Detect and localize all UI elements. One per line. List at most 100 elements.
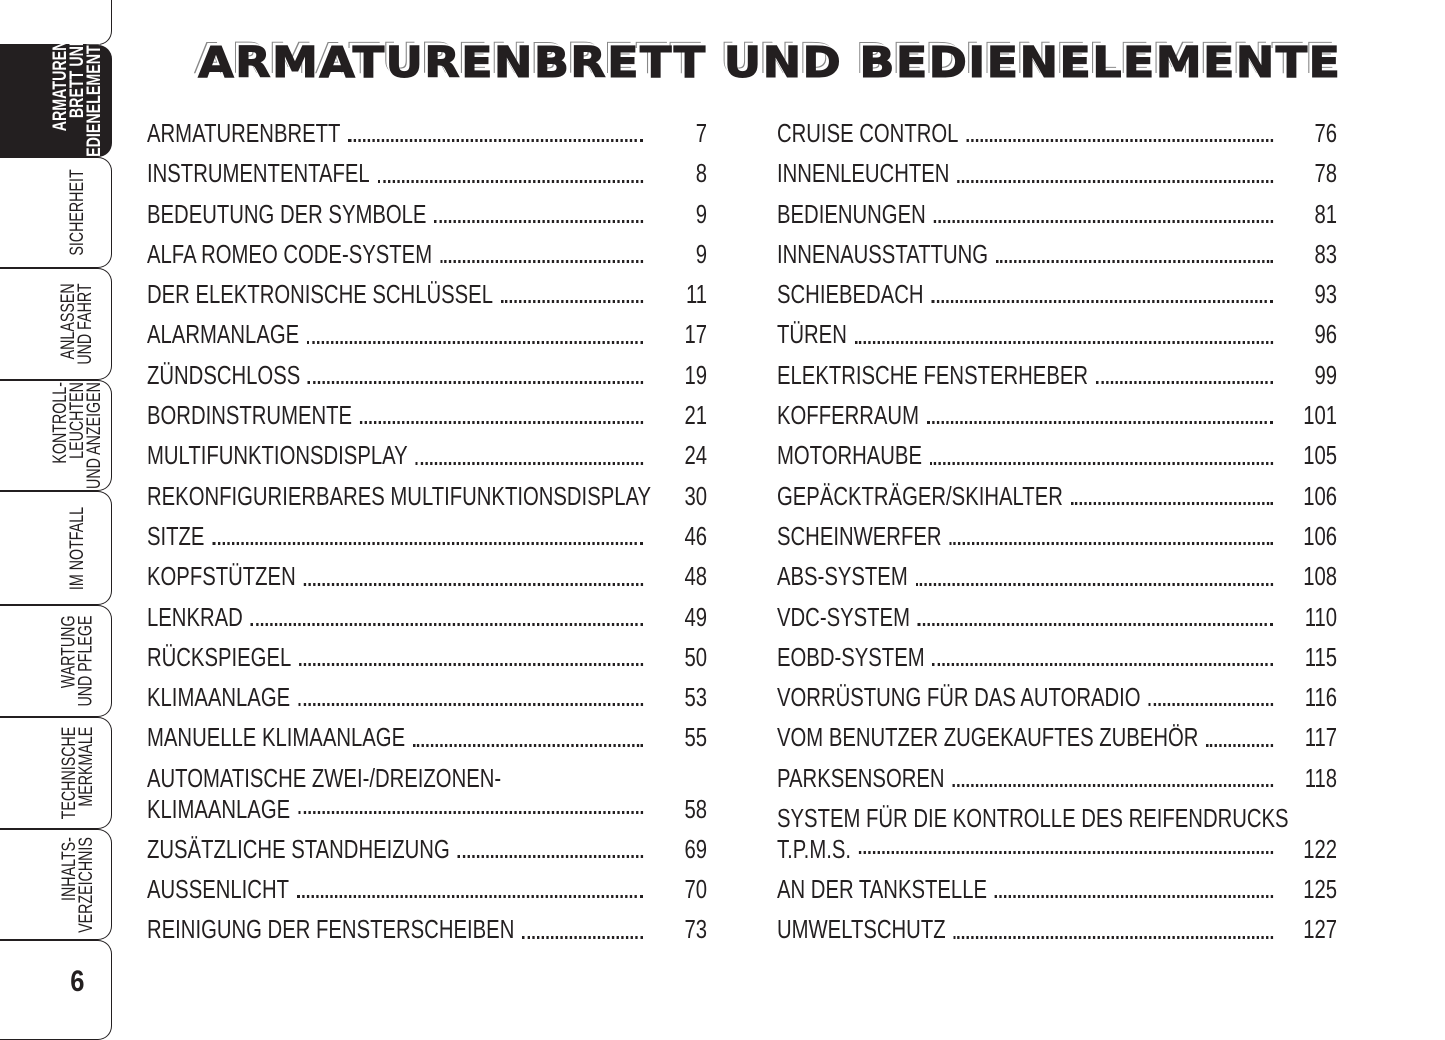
toc-entry-title: DER ELEKTRONISCHE SCHLÜSSEL xyxy=(147,279,493,310)
toc-entry[interactable]: SYSTEM FÜR DIE KONTROLLE DES REIFENDRUCK… xyxy=(777,798,1337,869)
toc-entry[interactable]: ABS-SYSTEM 108 xyxy=(777,556,1337,596)
toc-entry-title-cont: T.P.M.S. xyxy=(777,834,852,865)
toc-entry[interactable]: AUTOMATISCHE ZWEI-/DREIZONEN- KLIMAANLAGE… xyxy=(147,758,707,829)
toc-entry[interactable]: UMWELTSCHUTZ 127 xyxy=(777,909,1337,949)
toc-entry-page: 7 xyxy=(695,118,708,148)
toc-entry[interactable]: INSTRUMENTENTAFEL 8 xyxy=(147,153,707,193)
dot-leader xyxy=(296,895,644,899)
toc-entry[interactable]: LENKRAD 49 xyxy=(147,597,707,637)
toc-entry[interactable]: ARMATURENBRETT 7 xyxy=(147,113,707,153)
tab-label: KONTROLL- LEUCHTEN UND ANZEIGEN xyxy=(50,382,105,489)
toc-entry-title: INNENAUSSTATTUNG xyxy=(777,238,989,269)
toc-entry[interactable]: VOM BENUTZER ZUGEKAUFTES ZUBEHÖR 117 xyxy=(777,717,1337,757)
toc-entry[interactable]: ZUSÄTZLICHE STANDHEIZUNG 69 xyxy=(147,829,707,869)
toc-entry-title: ZÜNDSCHLOSS xyxy=(147,359,301,390)
toc-entry[interactable]: KOFFERRAUM 101 xyxy=(777,395,1337,435)
toc-entry[interactable]: AN DER TANKSTELLE 125 xyxy=(777,869,1337,909)
toc-entry-title: AUSSENLICHT xyxy=(147,874,289,905)
dot-leader xyxy=(308,381,644,385)
toc-entry[interactable]: MANUELLE KLIMAANLAGE 55 xyxy=(147,717,707,757)
dot-leader xyxy=(1095,381,1274,385)
dot-leader xyxy=(303,582,644,586)
dot-leader xyxy=(1148,703,1274,707)
dot-leader xyxy=(415,461,644,465)
toc-entry[interactable]: BEDIENUNGEN 81 xyxy=(777,194,1337,234)
tab-section-2[interactable]: SICHERHEIT xyxy=(0,157,112,268)
toc-entry[interactable]: ALFA ROMEO CODE-SYSTEM 9 xyxy=(147,234,707,274)
tab-section-4[interactable]: KONTROLL- LEUCHTEN UND ANZEIGEN xyxy=(0,380,112,491)
toc-entry[interactable]: INNENAUSSTATTUNG 83 xyxy=(777,234,1337,274)
dot-leader xyxy=(854,340,1274,344)
dot-leader xyxy=(915,582,1274,586)
toc-entry[interactable]: ZÜNDSCHLOSS 19 xyxy=(147,355,707,395)
dot-leader xyxy=(858,851,1274,855)
toc-entry[interactable]: TÜREN 96 xyxy=(777,314,1337,354)
tab-section-1[interactable]: ARMATUREN- BRETT UND BEDIENELEMENTE xyxy=(0,35,112,167)
toc-entry[interactable]: GEPÄCKTRÄGER/SKIHALTER 106 xyxy=(777,476,1337,516)
toc-entry[interactable]: KLIMAANLAGE 53 xyxy=(147,677,707,717)
tab-section-3[interactable]: ANLASSEN UND FAHRT xyxy=(0,268,112,380)
tab-label: INHALTS- VERZEICHNIS xyxy=(58,836,97,933)
tab-label: IM NOTFALL xyxy=(66,506,88,590)
toc-entry-page: 106 xyxy=(1303,480,1338,511)
toc-entry[interactable]: SCHEINWERFER 106 xyxy=(777,516,1337,556)
dot-leader xyxy=(297,810,644,814)
toc-entry-page: 116 xyxy=(1304,682,1338,713)
toc-entry-page: 9 xyxy=(695,198,708,229)
toc-entry[interactable]: REKONFIGURIERBARES MULTIFUNKTIONSDISPLAY… xyxy=(147,476,707,516)
toc-entry-page: 93 xyxy=(1314,279,1338,310)
tab-section-6[interactable]: WARTUNG UND PFLEGE xyxy=(0,605,112,717)
toc-entry-title: LENKRAD xyxy=(147,601,243,632)
toc-entry-page: 83 xyxy=(1314,238,1338,269)
toc-entry[interactable]: VDC-SYSTEM 110 xyxy=(777,597,1337,637)
toc-entry-page: 96 xyxy=(1314,319,1338,350)
toc-entry[interactable]: KOPFSTÜTZEN 48 xyxy=(147,556,707,596)
toc-entry[interactable]: VORRÜSTUNG FÜR DAS AUTORADIO 116 xyxy=(777,677,1337,717)
toc-entry-page: 127 xyxy=(1303,914,1338,945)
toc-entry[interactable]: SCHIEBEDACH 93 xyxy=(777,274,1337,314)
toc-entry[interactable]: MULTIFUNKTIONSDISPLAY 24 xyxy=(147,435,707,475)
toc-entry[interactable]: RÜCKSPIEGEL 50 xyxy=(147,637,707,677)
toc-entry-page: 17 xyxy=(684,319,708,350)
tab-section-8[interactable]: INHALTS- VERZEICHNIS xyxy=(0,829,112,940)
toc-right-column: CRUISE CONTROL 76 INNENLEUCHTEN 78 BEDIENUNG… xyxy=(777,113,1337,950)
toc-entry-page: 122 xyxy=(1303,834,1338,865)
toc-entry-title: VOM BENUTZER ZUGEKAUFTES ZUBEHÖR xyxy=(777,722,1199,753)
toc-entry-title: REKONFIGURIERBARES MULTIFUNKTIONSDISPLAY xyxy=(147,480,652,511)
toc-entry-page: 115 xyxy=(1304,641,1338,672)
toc-entry[interactable]: BORDINSTRUMENTE 21 xyxy=(147,395,707,435)
toc-entry[interactable]: BEDEUTUNG DER SYMBOLE 9 xyxy=(147,194,707,234)
toc-entry-page: 49 xyxy=(684,601,708,632)
toc-entry-title: ARMATURENBRETT xyxy=(147,118,341,148)
toc-entry-title: VDC-SYSTEM xyxy=(777,601,910,632)
toc-entry[interactable]: CRUISE CONTROL 76 xyxy=(777,113,1337,153)
toc-entry-title: KOFFERRAUM xyxy=(777,400,919,431)
toc-entry[interactable]: SITZE 46 xyxy=(147,516,707,556)
toc-entry-page: 76 xyxy=(1314,118,1338,148)
toc-entry[interactable]: ALARMANLAGE 17 xyxy=(147,314,707,354)
toc-entry-page: 99 xyxy=(1314,359,1338,390)
tab-label: WARTUNG UND PFLEGE xyxy=(58,615,97,707)
toc-entry[interactable]: EOBD-SYSTEM 115 xyxy=(777,637,1337,677)
toc-entry-title: GEPÄCKTRÄGER/SKIHALTER xyxy=(777,480,1063,511)
toc-entry[interactable]: INNENLEUCHTEN 78 xyxy=(777,153,1337,193)
tab-label: ANLASSEN UND FAHRT xyxy=(58,283,97,365)
toc-entry[interactable]: AUSSENLICHT 70 xyxy=(147,869,707,909)
dot-leader xyxy=(457,855,644,859)
dot-leader xyxy=(952,784,1274,788)
toc-entry-page: 19 xyxy=(684,359,708,390)
tab-section-7[interactable]: TECHNISCHE MERKMALE xyxy=(0,717,112,829)
tab-section-5[interactable]: IM NOTFALL xyxy=(0,491,112,605)
toc-entry[interactable]: REINIGUNG DER FENSTERSCHEIBEN 73 xyxy=(147,909,707,949)
tab-label: ARMATUREN- BRETT UND BEDIENELEMENTE xyxy=(50,35,105,167)
toc-entry[interactable]: ELEKTRISCHE FENSTERHEBER 99 xyxy=(777,355,1337,395)
page-number: 6 xyxy=(70,965,85,998)
toc-entry[interactable]: DER ELEKTRONISCHE SCHLÜSSEL 11 xyxy=(147,274,707,314)
toc-entry[interactable]: PARKSENSOREN 118 xyxy=(777,758,1337,798)
toc-entry-page: 117 xyxy=(1304,722,1338,753)
toc-entry[interactable]: MOTORHAUBE 105 xyxy=(777,435,1337,475)
toc-entry-page: 11 xyxy=(685,279,708,310)
toc-entry-title: BEDEUTUNG DER SYMBOLE xyxy=(147,198,427,229)
toc-entry-title: REINIGUNG DER FENSTERSCHEIBEN xyxy=(147,914,515,945)
toc-entry-title: AN DER TANKSTELLE xyxy=(777,874,988,905)
